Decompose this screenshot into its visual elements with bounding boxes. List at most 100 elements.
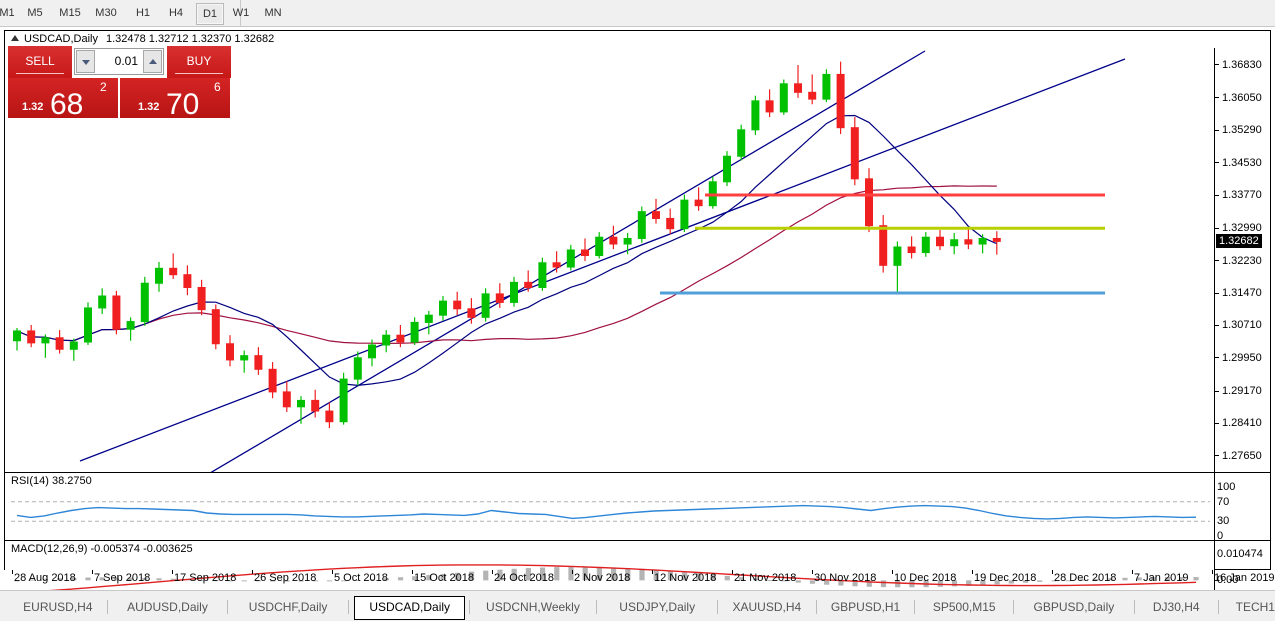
chart-tab-audusd-daily[interactable]: AUDUSD,Daily [127,600,208,614]
price-axis[interactable]: 1.36830 1.36050 1.35290 1.34530 1.33770 1.329… [1214,48,1272,472]
date-axis[interactable]: 28 Aug 2018 7 Sep 2018 17 Sep 2018 26 Sep 2… [4,570,1275,588]
sell-price-quote[interactable]: 1.32 68 2 [8,78,118,118]
candle-body[interactable] [779,83,788,113]
candle-body[interactable] [453,300,462,310]
candle-body[interactable] [282,391,291,408]
candle-body[interactable] [325,410,334,423]
candle-body[interactable] [382,334,391,346]
candle-body[interactable] [112,295,121,330]
rsi-pane[interactable]: RSI(14) 38.2750 [5,473,1214,540]
candle-body[interactable] [978,237,987,245]
candle-body[interactable] [737,129,746,157]
volume-increase-button[interactable] [143,50,162,73]
candle-body[interactable] [566,249,575,268]
candle-body[interactable] [84,307,92,343]
chart-tab-usdjpy-daily[interactable]: USDJPY,Daily [619,600,696,614]
volume-stepper[interactable]: 0.01 [74,48,164,75]
candle-body[interactable] [183,274,192,288]
candle-body[interactable] [808,91,817,100]
candle-body[interactable] [481,293,490,318]
price-pane[interactable] [5,48,1214,472]
candle-body[interactable] [836,73,845,129]
candle-body[interactable] [936,236,944,247]
candle-body[interactable] [964,239,973,245]
candle-body[interactable] [595,236,604,257]
candle-body[interactable] [538,262,547,288]
candle-body[interactable] [268,368,277,393]
candle-body[interactable] [879,225,888,266]
candle-body[interactable] [226,343,234,361]
candle-body[interactable] [950,239,959,247]
chart-tab-usdchf-daily[interactable]: USDCHF,Daily [248,600,328,614]
candle-body[interactable] [126,321,135,330]
timeframe-button-m1[interactable]: M1 [0,7,15,19]
rsi-axis[interactable]: 100 70 30 0 [1214,473,1272,542]
chart-tab-usdcnh-weekly[interactable]: USDCNH,Weekly [486,600,580,614]
timeframe-button-m5[interactable]: M5 [27,7,43,19]
one-click-trading-panel[interactable]: SELL 0.01 BUY 1.32 68 2 1.32 70 6 [8,46,231,118]
chart-tab-tech100-h1[interactable]: TECH100,H1 [1235,600,1275,614]
candle-body[interactable] [55,337,64,350]
candle-body[interactable] [211,309,220,345]
timeframe-button-w1[interactable]: W1 [232,7,250,19]
candle-body[interactable] [623,237,632,245]
timeframe-button-d1[interactable]: D1 [196,3,224,25]
candle-body[interactable] [297,399,305,408]
candle-body[interactable] [98,295,107,309]
candle-body[interactable] [311,399,320,412]
candle-body[interactable] [637,211,646,239]
chart-tab-gbpusd-h1[interactable]: GBPUSD,H1 [830,600,901,614]
candle-body[interactable] [495,293,504,303]
candle-body[interactable] [353,357,362,380]
chart-tab-eurusd-h4[interactable]: EURUSD,H4 [23,600,93,614]
candle-body[interactable] [140,282,149,323]
candle-body[interactable] [765,100,774,113]
candle-body[interactable] [652,211,660,219]
candle-body[interactable] [581,249,589,257]
candle-body[interactable] [69,341,78,350]
candle-body[interactable] [794,83,802,93]
candle-body[interactable] [424,314,433,323]
sell-button[interactable]: SELL [8,46,72,78]
chart-tab-dj30-h4[interactable]: DJ30,H4 [1152,600,1200,614]
buy-price-quote[interactable]: 1.32 70 6 [120,78,230,118]
candle-body[interactable] [396,334,405,343]
candle-body[interactable] [254,355,263,370]
timeframe-button-h1[interactable]: H1 [135,7,151,19]
macd-pane[interactable]: MACD(12,26,9) -0.005374 -0.003625 [5,541,1214,599]
candle-body[interactable] [666,217,675,230]
candle-body[interactable] [822,73,831,100]
candle-body[interactable] [339,378,348,423]
candle-body[interactable] [169,267,178,276]
candle-body[interactable] [510,281,518,303]
candle-body[interactable] [680,199,689,230]
chart-tab-sp500-m15[interactable]: SP500,M15 [932,600,996,614]
volume-input[interactable]: 0.01 [114,54,138,68]
candle-body[interactable] [694,199,703,207]
candle-body[interactable] [552,262,561,268]
candle-body[interactable] [13,330,21,342]
chart-tab-usdcad-daily[interactable]: USDCAD,Daily [353,596,466,620]
candle-body[interactable] [893,246,902,266]
candle-body[interactable] [41,337,50,344]
channel-upper[interactable] [205,50,926,472]
volume-decrease-button[interactable] [76,50,95,73]
candle-body[interactable] [467,308,476,318]
timeframe-button-m30[interactable]: M30 [95,7,117,19]
candle-body[interactable] [240,355,249,361]
channel-lower[interactable] [79,58,1126,462]
candle-body[interactable] [368,344,376,359]
candle-body[interactable] [524,281,533,288]
collapse-triangle-icon[interactable] [11,35,19,41]
candle-body[interactable] [197,286,206,311]
candle-body[interactable] [439,300,447,316]
candle-body[interactable] [992,237,1001,242]
candle-body[interactable] [751,100,760,131]
chart-tab-xauusd-h4[interactable]: XAUUSD,H4 [732,600,802,614]
candle-body[interactable] [865,178,873,227]
candle-body[interactable] [410,321,419,343]
timeframe-button-m15[interactable]: M15 [59,7,81,19]
timeframe-button-h4[interactable]: H4 [168,7,184,19]
buy-button[interactable]: BUY [167,46,231,78]
macd-canvas[interactable] [5,541,1214,599]
